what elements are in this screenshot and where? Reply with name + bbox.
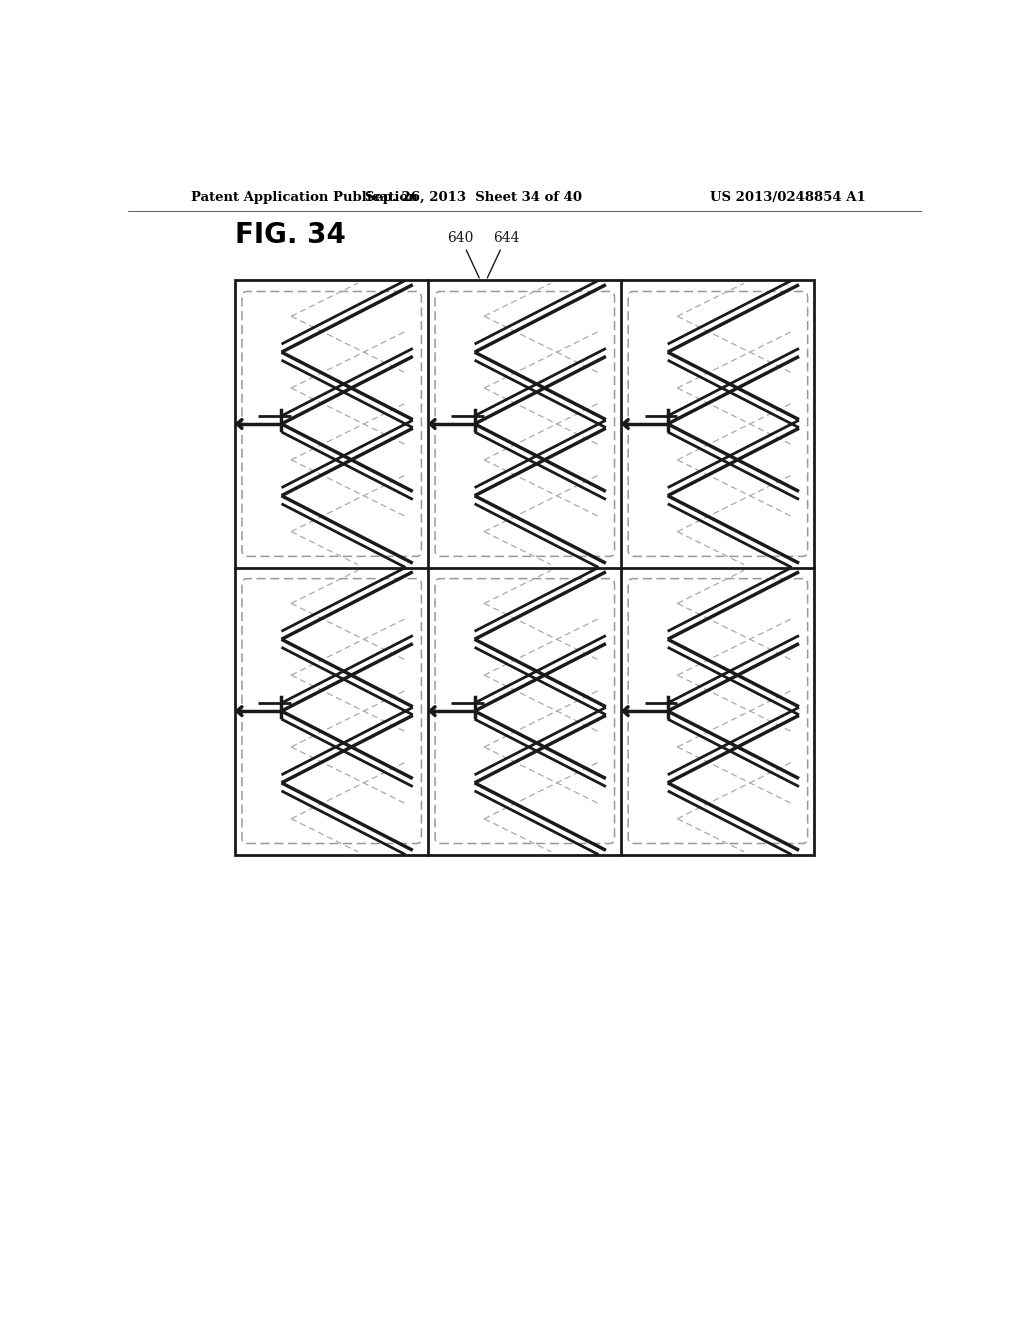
Text: Patent Application Publication: Patent Application Publication [191, 190, 418, 203]
Text: US 2013/0248854 A1: US 2013/0248854 A1 [711, 190, 866, 203]
Text: 640: 640 [447, 231, 479, 277]
Text: 644: 644 [487, 231, 519, 277]
Text: FIG. 34: FIG. 34 [236, 220, 346, 248]
Bar [236, 280, 814, 854]
Text: Sep. 26, 2013  Sheet 34 of 40: Sep. 26, 2013 Sheet 34 of 40 [365, 190, 582, 203]
